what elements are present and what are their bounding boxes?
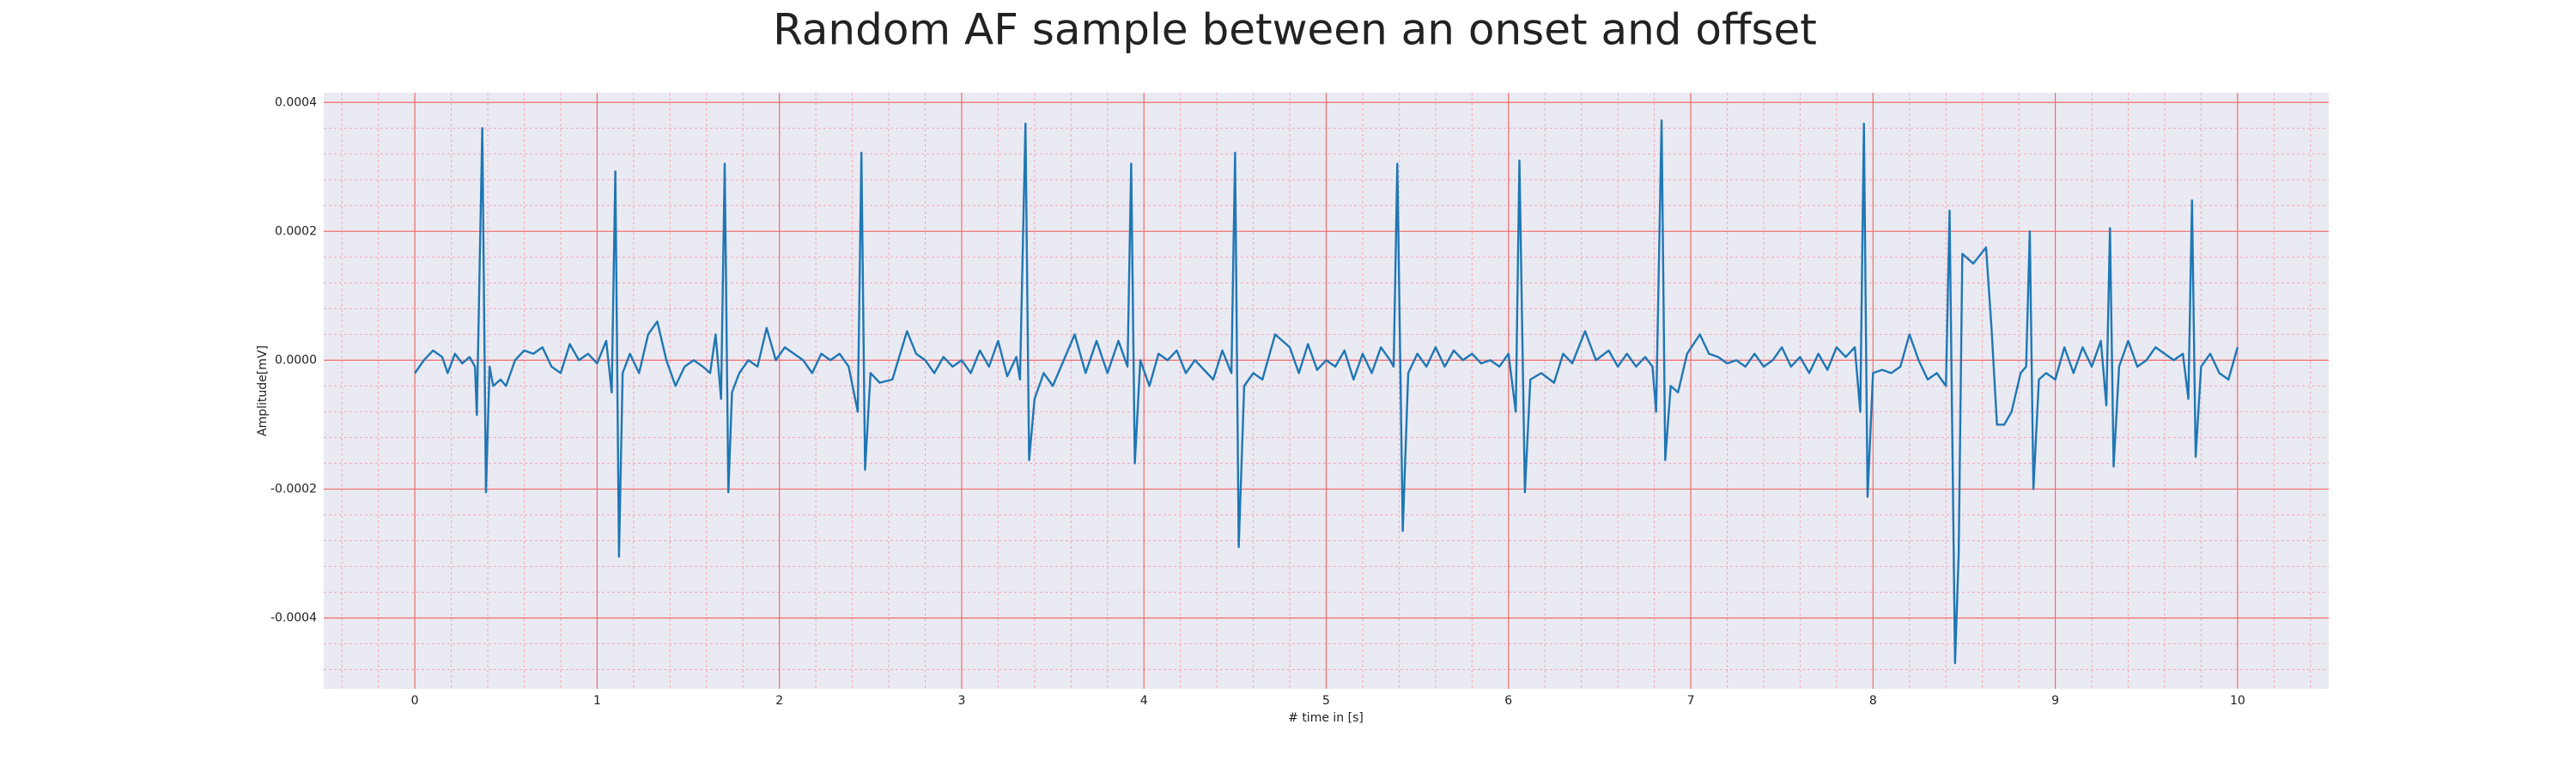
x-tick-label: 6 [1504, 694, 1512, 708]
y-tick-label: 0.0004 [275, 95, 317, 109]
y-tick-label: 0.0002 [275, 224, 317, 238]
x-tick-label: 5 [1322, 694, 1330, 708]
x-tick-label: 1 [593, 694, 601, 708]
x-tick-label: 0 [411, 694, 419, 708]
x-tick-label: 8 [1869, 694, 1877, 708]
x-tick-label: 7 [1687, 694, 1695, 708]
line-series [414, 119, 2239, 665]
y-tick-label: -0.0004 [270, 611, 317, 624]
x-tick-label: 4 [1140, 694, 1148, 708]
x-tick-label: 9 [2051, 694, 2059, 708]
x-axis-label: # time in [s] [1288, 711, 1364, 725]
chart-title: Random AF sample between an onset and of… [773, 5, 1817, 55]
y-axis-label: Amplitude[mV] [256, 345, 270, 436]
x-tick-label: 2 [775, 694, 783, 708]
y-tick-label: 0.0000 [275, 353, 317, 367]
x-tick-label: 10 [2230, 694, 2245, 708]
y-tick-label: -0.0002 [270, 482, 317, 496]
x-tick-label: 3 [957, 694, 965, 708]
